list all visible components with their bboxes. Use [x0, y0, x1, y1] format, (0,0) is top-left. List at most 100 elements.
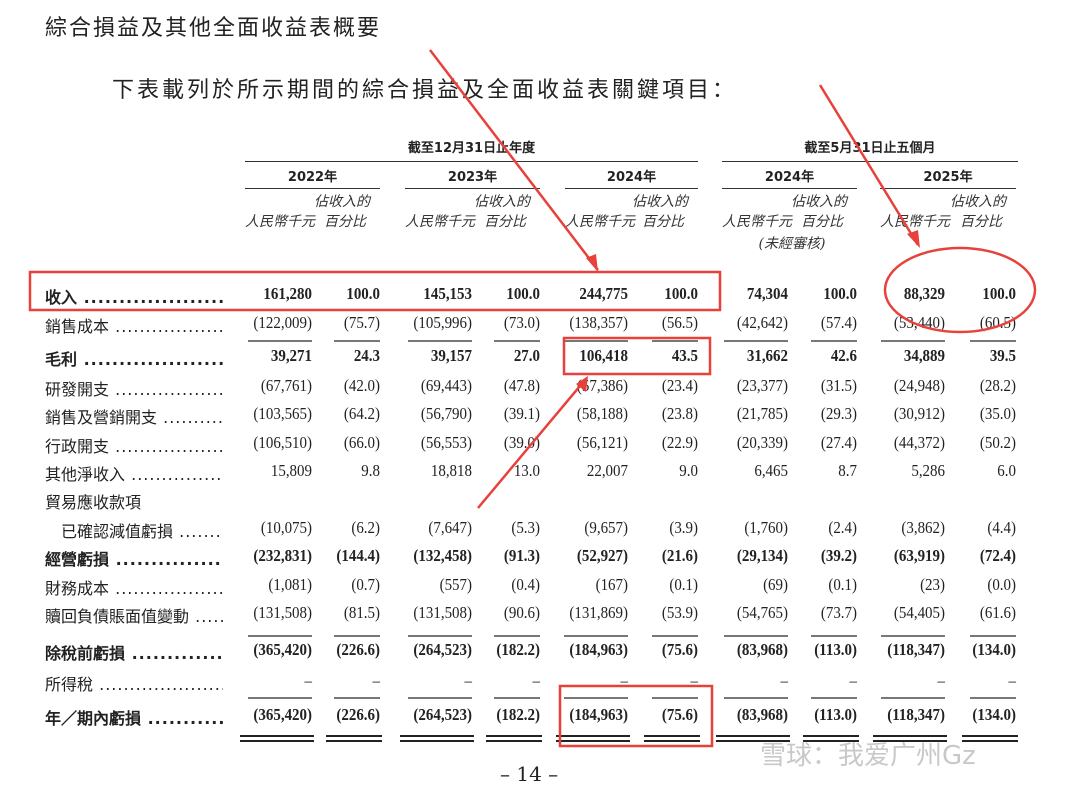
pct-cell: (4.4) [987, 518, 1016, 537]
col-amount-header: 人民幣千元 [405, 214, 475, 230]
pct-cell: (72.4) [979, 546, 1016, 565]
divider [405, 188, 540, 189]
year-header: 2024年 [606, 170, 657, 185]
row-label: 經營虧損 ...................... [45, 550, 223, 569]
subtotal-underline [970, 635, 1016, 637]
pct-cell: (144.4) [336, 546, 380, 565]
table-row: 其他淨收入 ...................... 15,809 9.8 18,… [0, 461, 1080, 487]
pct-cell: (73.7) [820, 603, 857, 622]
table-row: 年／期內虧損 ...................... (365,420) (2… [0, 705, 1080, 731]
amount-cell: (9,657) [584, 518, 628, 537]
row-label: 毛利 ...................... [45, 350, 223, 369]
col-pct-header-2: 百分比 [324, 214, 366, 230]
pct-cell: – [532, 671, 540, 690]
subtotal-underline [248, 635, 312, 637]
row-label: 除稅前虧損 ...................... [45, 644, 223, 663]
pct-cell: (3.9) [669, 518, 698, 537]
table-row: 經營虧損 ...................... (232,831) (144… [0, 546, 1080, 572]
amount-cell: 6,465 [754, 461, 788, 480]
amount-cell: – [620, 671, 628, 690]
pct-cell: (23.4) [661, 376, 698, 395]
amount-cell: (7,647) [428, 518, 472, 537]
subtotal-underline [248, 340, 312, 342]
pct-cell: (39.0) [503, 433, 540, 452]
row-label: 行政開支 ...................... [45, 437, 223, 456]
amount-cell: (131,869) [569, 603, 628, 622]
col-pct-header-2: 百分比 [484, 214, 526, 230]
pct-cell: 9.8 [361, 461, 380, 480]
pct-cell: 100.0 [982, 284, 1016, 303]
pct-cell: (29.3) [820, 404, 857, 423]
table-row: 所得稅 ...................... – – – – – – – – – – [0, 671, 1080, 697]
total-double-underline [240, 735, 314, 742]
pct-cell: (39.2) [820, 546, 857, 565]
pct-cell: 24.3 [353, 346, 380, 365]
subtotal-underline [248, 697, 312, 699]
amount-cell: (132,458) [413, 546, 472, 565]
amount-cell: (23,377) [736, 376, 788, 395]
year-header: 2025年 [923, 170, 973, 185]
pct-cell: (5.3) [511, 518, 540, 537]
pct-cell: 42.6 [830, 346, 857, 365]
table-row: 銷售成本 ...................... (122,009) (75.… [0, 313, 1080, 339]
subtotal-underline [334, 340, 380, 342]
amount-cell: (67,761) [260, 376, 312, 395]
pct-cell: 6.0 [997, 461, 1016, 480]
amount-cell: (54,405) [893, 603, 945, 622]
pct-cell: (57.4) [820, 313, 857, 332]
row-label: 贖回負債賬面值變動 ...................... [45, 607, 223, 626]
amount-cell: (69) [763, 575, 788, 594]
amount-cell: (83,968) [736, 705, 788, 724]
subtotal-underline [724, 697, 788, 699]
pct-cell: (113.0) [814, 705, 857, 724]
subtotal-underline [564, 635, 628, 637]
subtotal-underline [652, 697, 698, 699]
amount-cell: (184,963) [569, 640, 628, 659]
col-pct-header-1: 佔收入的 [791, 194, 847, 210]
intro-text: 下表載列於所示期間的綜合損益及全面收益表關鍵項目： [112, 78, 738, 103]
amount-cell: (29,134) [736, 546, 788, 565]
pct-cell: (0.1) [828, 575, 857, 594]
pct-cell: 43.5 [671, 346, 698, 365]
pct-cell: 27.0 [513, 346, 540, 365]
amount-cell: (131,508) [253, 603, 312, 622]
pct-cell: – [690, 671, 698, 690]
table-row: 贖回負債賬面值變動 ...................... (131,508… [0, 603, 1080, 629]
amount-cell: (56,553) [420, 433, 472, 452]
subtotal-underline [652, 635, 698, 637]
col-pct-header-1: 佔收入的 [314, 194, 370, 210]
subtotal-underline [724, 635, 788, 637]
divider [722, 161, 1018, 162]
col-amount-header: 人民幣千元 [722, 214, 792, 230]
row-label: 財務成本 ...................... [45, 579, 223, 598]
pct-cell: (23.8) [661, 404, 698, 423]
table-row: 收入 ......................161,280100.0145… [0, 284, 1080, 310]
row-label: 貿易應收款項 [45, 493, 142, 512]
amount-cell: – [464, 671, 472, 690]
pct-cell: (60.5) [979, 313, 1016, 332]
subtotal-underline [881, 697, 945, 699]
amount-cell: (232,831) [253, 546, 312, 565]
subtotal-underline [811, 340, 857, 342]
amount-cell: (44,372) [893, 433, 945, 452]
pct-cell: (81.5) [343, 603, 380, 622]
amount-cell: (54,765) [736, 603, 788, 622]
pct-cell: (66.0) [343, 433, 380, 452]
watermark: 雪球：我爱广州Gz [760, 741, 976, 771]
amount-cell: (57,386) [576, 376, 628, 395]
amount-cell: (105,996) [413, 313, 472, 332]
table-row: 貿易應收款項 [0, 489, 1080, 515]
amount-cell: (118,347) [887, 640, 945, 659]
col-pct-header-1: 佔收入的 [474, 194, 530, 210]
pct-cell: (21.6) [661, 546, 698, 565]
amount-cell: (122,009) [253, 313, 312, 332]
amount-cell: (118,347) [887, 705, 945, 724]
subtotal-underline [881, 635, 945, 637]
amount-cell: (69,443) [420, 376, 472, 395]
amount-cell: 74,304 [746, 284, 788, 303]
amount-cell: (58,188) [576, 404, 628, 423]
col-amount-header: 人民幣千元 [245, 214, 315, 230]
col-pct-header-1: 佔收入的 [950, 194, 1006, 210]
subtotal-underline [881, 340, 945, 342]
total-double-underline [556, 735, 630, 742]
